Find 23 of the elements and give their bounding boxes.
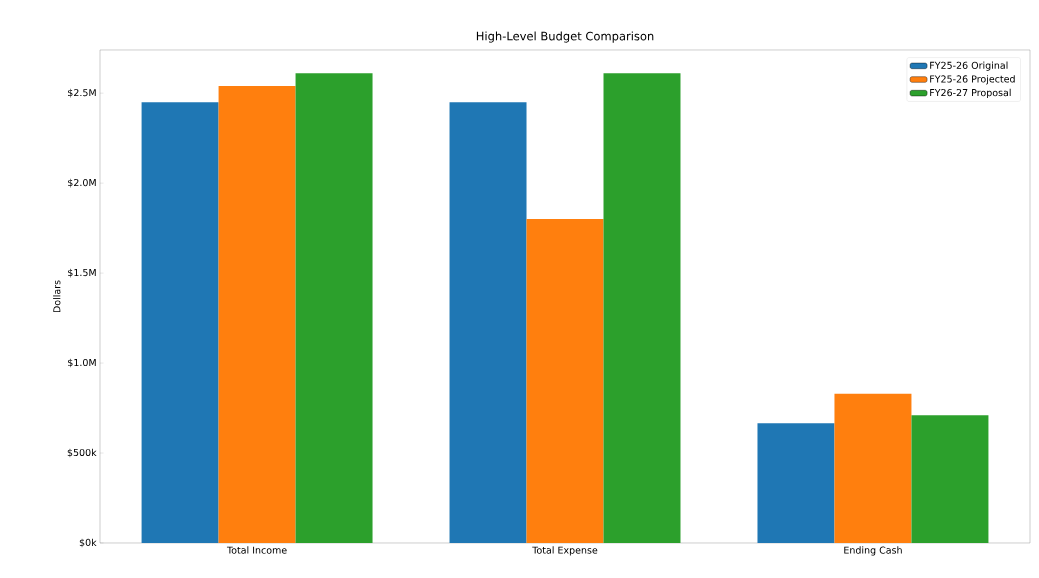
y-tick-label: $2.0M [68, 178, 96, 188]
legend-label: FY25-26 Original [930, 61, 1008, 71]
y-tick-label: $1.5M [68, 268, 96, 278]
legend-label: FY25-26 Projected [930, 75, 1015, 85]
x-tick-label: Total Expense [532, 546, 598, 556]
bar [526, 219, 604, 543]
bar [911, 415, 989, 543]
y-tick-label: $2.5M [68, 88, 96, 98]
y-tick-label: $500k [67, 448, 97, 458]
y-tick-label: $0k [79, 538, 97, 548]
bar [449, 102, 527, 543]
chart-title: High-Level Budget Comparison [476, 31, 654, 43]
y-axis-title: Dollars [53, 280, 61, 313]
bar [757, 423, 835, 543]
y-tick-label: $1.0M [68, 358, 96, 368]
x-tick-label: Total Income [226, 546, 287, 554]
bar [218, 85, 296, 543]
bar [834, 393, 912, 543]
bar [603, 73, 681, 543]
bar [295, 73, 373, 543]
bar [141, 102, 219, 543]
x-tick-label: Ending Cash [844, 546, 902, 556]
legend-label: FY26-27 Proposal [930, 88, 1011, 98]
